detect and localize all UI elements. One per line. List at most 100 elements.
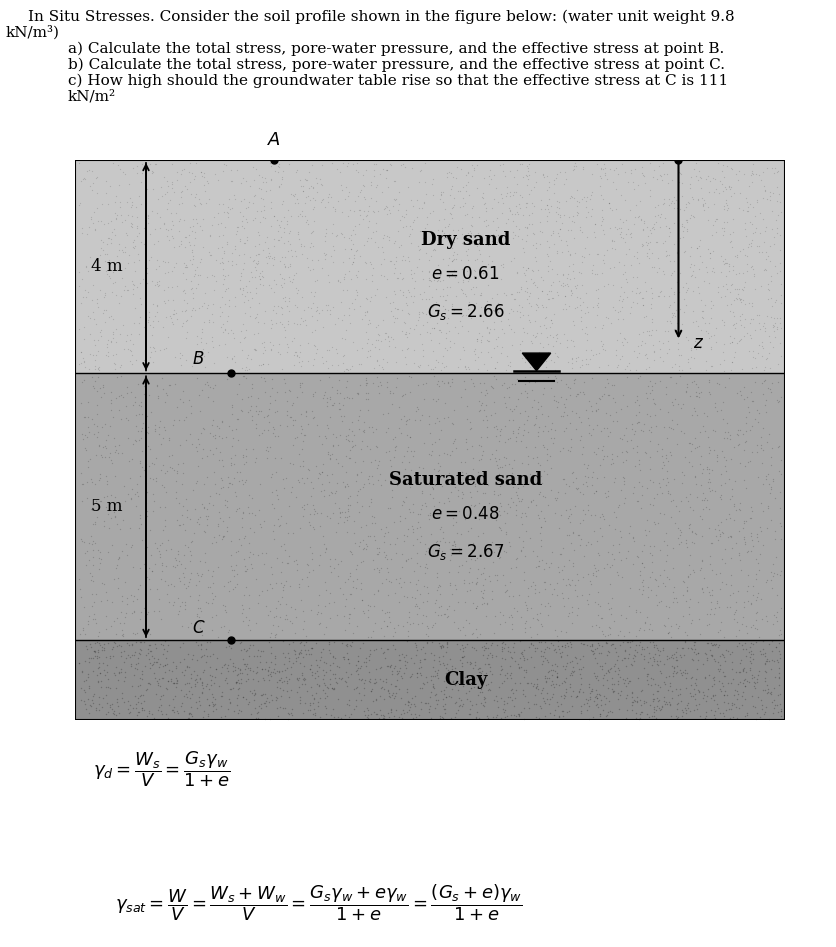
- Point: [478, 666, 492, 681]
- Point: [561, 553, 574, 568]
- Point: [736, 266, 749, 281]
- Point: [458, 308, 472, 323]
- Point: [160, 543, 173, 558]
- Point: [297, 475, 310, 491]
- Point: [344, 423, 358, 438]
- Point: [440, 639, 453, 654]
- Point: [497, 696, 510, 711]
- Point: [504, 287, 517, 302]
- Point: [273, 267, 287, 282]
- Point: [379, 675, 392, 690]
- Point: [453, 455, 466, 470]
- Point: [580, 692, 594, 707]
- Point: [326, 438, 339, 454]
- Point: [340, 477, 354, 492]
- Point: [193, 254, 206, 269]
- Point: [622, 241, 635, 257]
- Point: [359, 376, 373, 391]
- Point: [389, 250, 402, 265]
- Point: [504, 622, 517, 637]
- Point: [421, 628, 434, 643]
- Point: [702, 246, 716, 261]
- Point: [353, 661, 366, 676]
- Point: [469, 600, 482, 616]
- Point: [535, 656, 548, 671]
- Point: [432, 458, 446, 474]
- Point: [737, 167, 750, 182]
- Point: [671, 342, 685, 357]
- Point: [350, 385, 364, 401]
- Point: [605, 684, 619, 699]
- Point: [115, 215, 129, 230]
- Point: [319, 664, 333, 679]
- Point: [254, 425, 268, 440]
- Point: [537, 510, 550, 526]
- Point: [480, 412, 493, 427]
- Point: [470, 180, 483, 195]
- Point: [595, 610, 609, 625]
- Point: [249, 403, 263, 419]
- Point: [757, 261, 771, 277]
- Point: [586, 558, 599, 573]
- Point: [442, 324, 456, 339]
- Point: [191, 387, 205, 402]
- Point: [431, 379, 445, 394]
- Point: [245, 506, 258, 521]
- Point: [232, 680, 246, 695]
- Point: [407, 697, 421, 712]
- Point: [629, 706, 642, 721]
- Point: [367, 361, 380, 376]
- Point: [219, 605, 232, 620]
- Point: [601, 545, 614, 560]
- Point: [533, 596, 547, 611]
- Point: [519, 280, 533, 295]
- Point: [120, 379, 133, 394]
- Point: [726, 305, 739, 320]
- Point: [352, 216, 365, 231]
- Point: [554, 277, 568, 293]
- Point: [624, 695, 638, 710]
- Point: [697, 297, 711, 313]
- Point: [393, 513, 406, 528]
- Point: [138, 157, 151, 172]
- Point: [315, 456, 329, 472]
- Point: [156, 431, 170, 446]
- Point: [495, 322, 508, 337]
- Point: [732, 201, 745, 216]
- Point: [543, 380, 557, 395]
- Point: [434, 640, 447, 655]
- Point: [616, 495, 630, 510]
- Point: [536, 273, 549, 288]
- Point: [284, 409, 298, 424]
- Point: [593, 457, 606, 473]
- Point: [758, 220, 772, 235]
- Point: [555, 278, 568, 294]
- Point: [576, 487, 589, 502]
- Point: [448, 479, 461, 494]
- Point: [89, 362, 102, 377]
- Point: [451, 594, 464, 609]
- Point: [718, 424, 732, 439]
- Point: [510, 391, 523, 406]
- Point: [390, 301, 404, 316]
- Point: [489, 229, 502, 244]
- Point: [661, 571, 675, 586]
- Point: [614, 334, 628, 349]
- Point: [257, 422, 270, 438]
- Point: [380, 604, 394, 619]
- Point: [743, 636, 757, 652]
- Point: [477, 356, 491, 371]
- Point: [660, 346, 673, 361]
- Point: [260, 582, 273, 598]
- Point: [517, 417, 530, 432]
- Point: [418, 495, 431, 510]
- Point: [124, 491, 137, 506]
- Point: [764, 204, 777, 219]
- Point: [479, 213, 492, 228]
- Point: [133, 406, 146, 421]
- Point: [414, 501, 427, 516]
- Point: [470, 704, 483, 719]
- Point: [682, 558, 696, 573]
- Point: [92, 703, 105, 718]
- Point: [702, 642, 716, 657]
